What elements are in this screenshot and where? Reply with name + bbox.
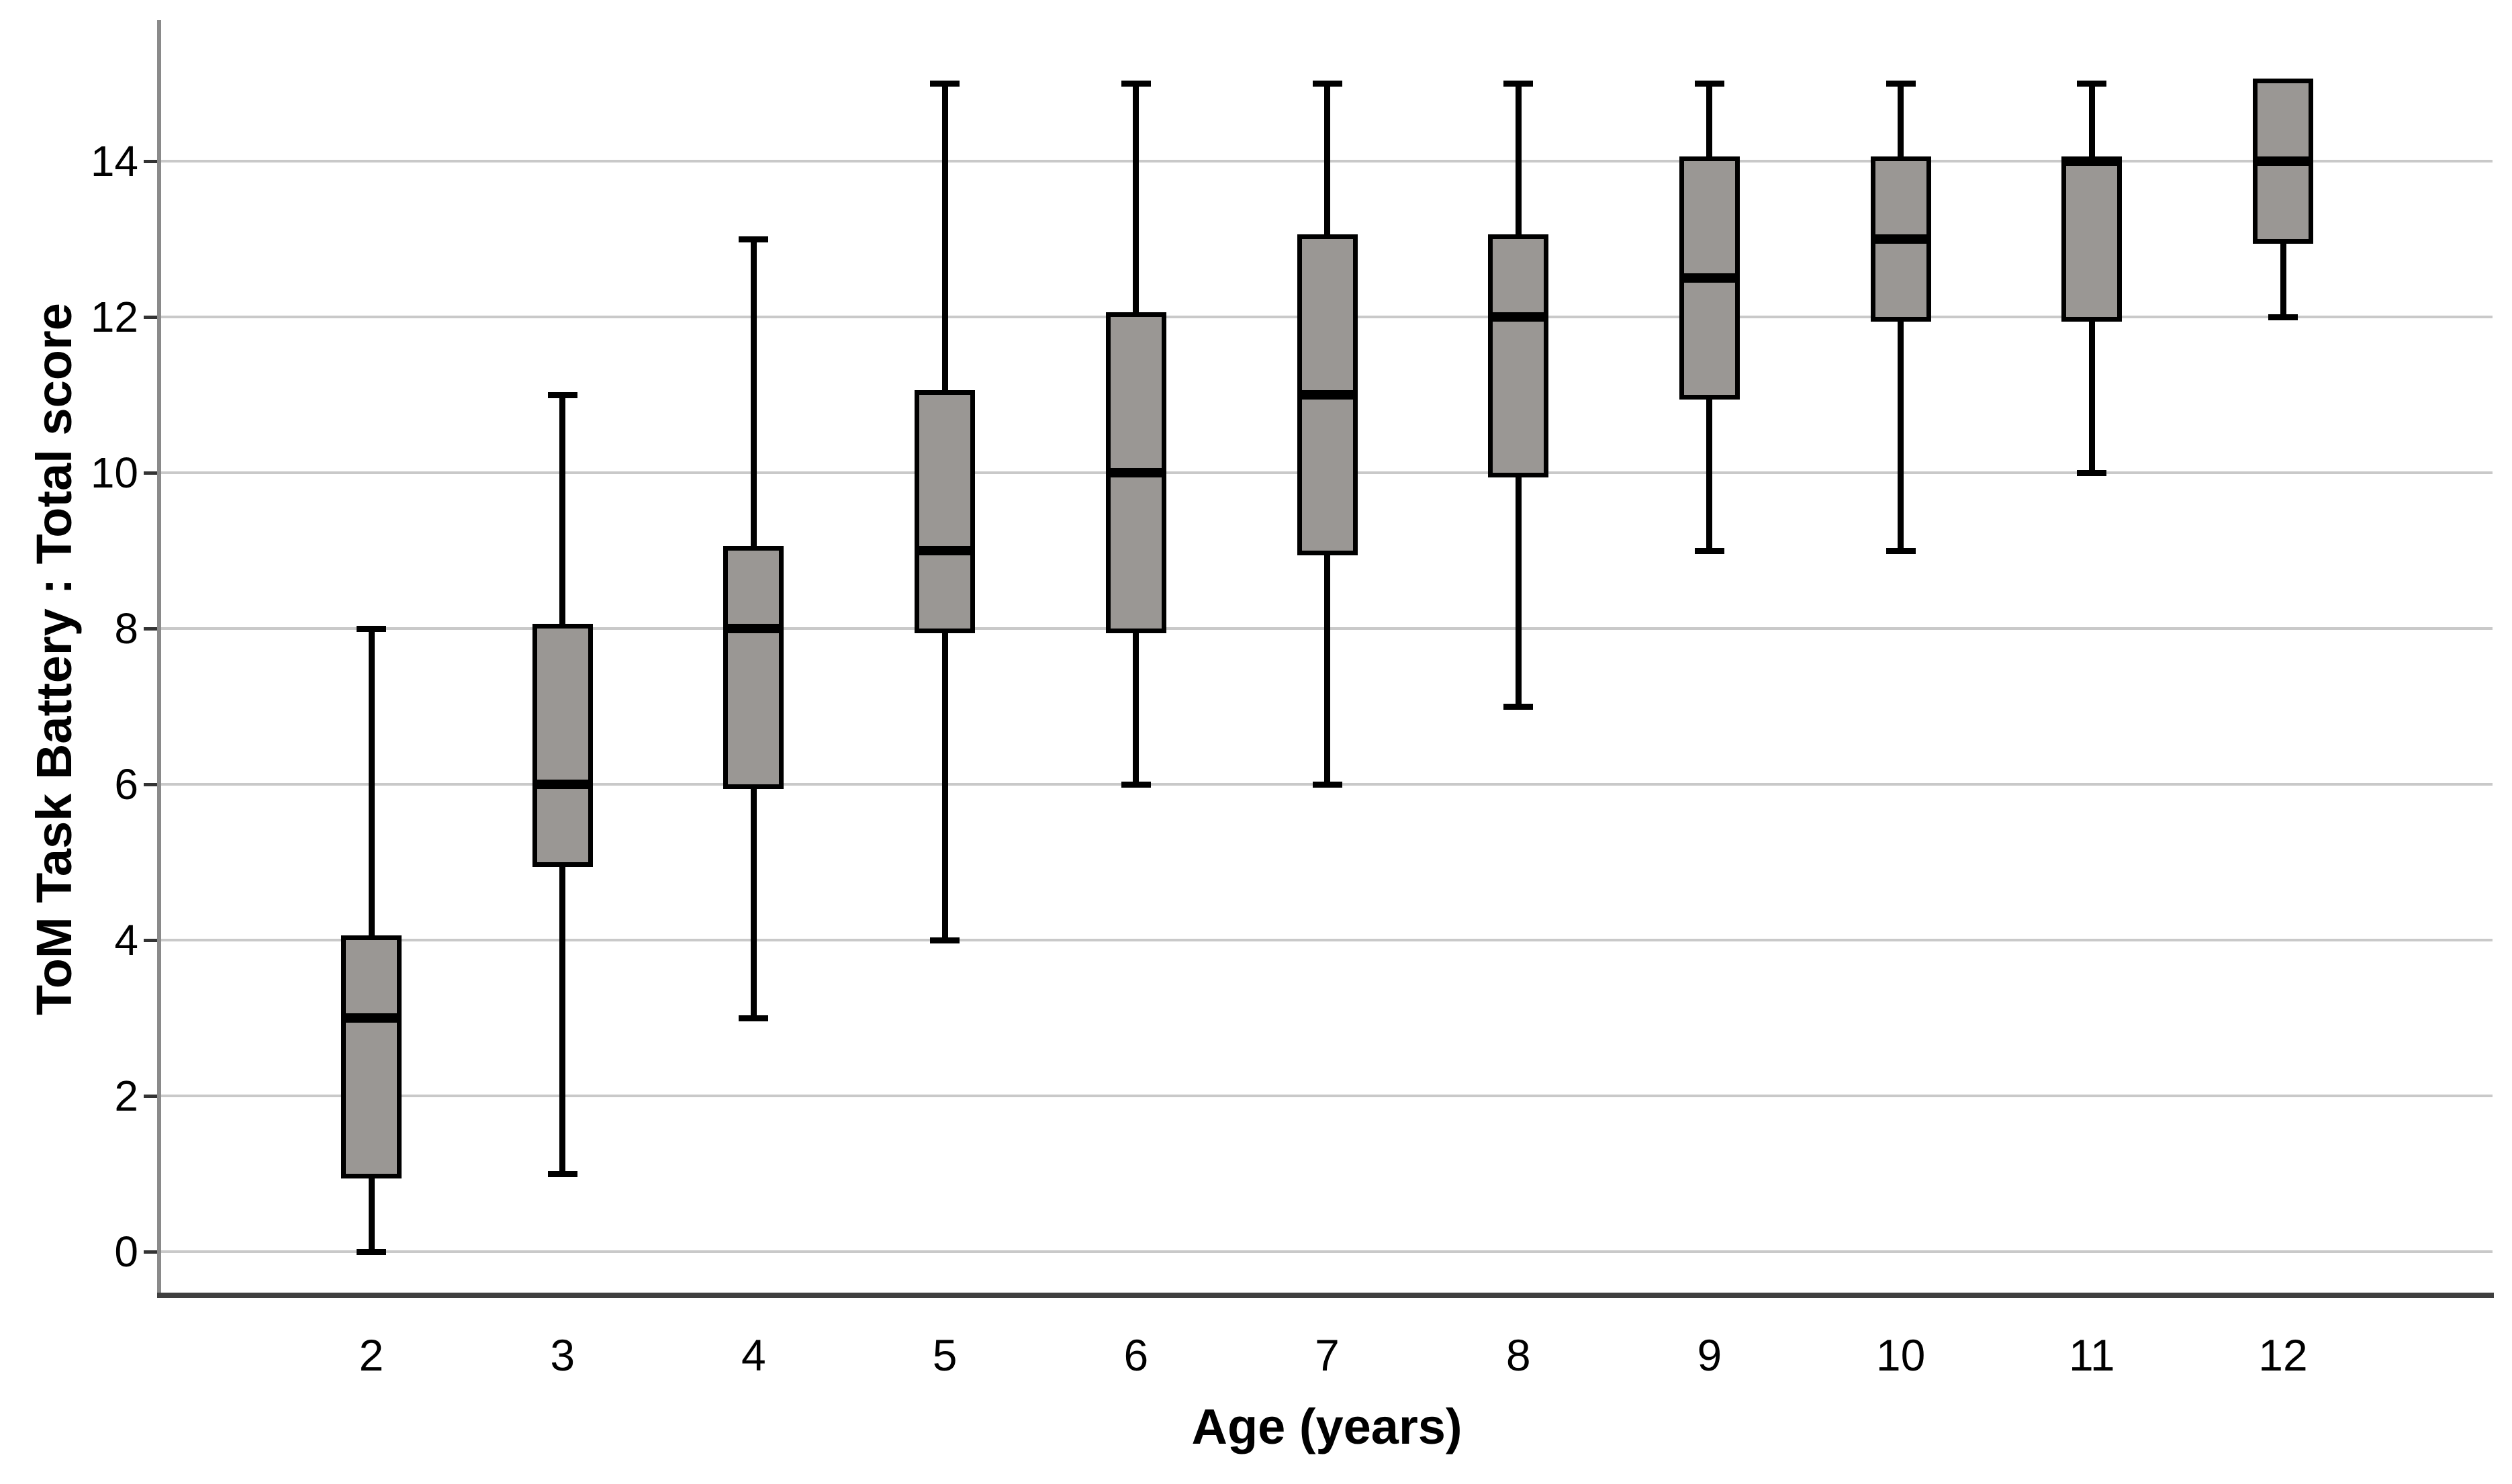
- median-line-age-10: [1870, 234, 1931, 244]
- box-age-4: [723, 546, 784, 789]
- median-line-age-9: [1679, 273, 1740, 283]
- whisker-cap-top-age-3: [547, 392, 577, 398]
- whisker-cap-bottom-age-8: [1503, 704, 1534, 710]
- whisker-cap-bottom-age-3: [547, 1171, 577, 1177]
- x-tick-label-age-11: 11: [2069, 1330, 2115, 1380]
- y-tick-label-6: 6: [114, 760, 138, 808]
- whisker-cap-bottom-age-4: [739, 1015, 769, 1021]
- x-tick-label-age-2: 2: [359, 1330, 384, 1380]
- y-tick-mark-0: [144, 1250, 161, 1254]
- median-line-age-11: [2061, 156, 2123, 166]
- y-axis-title: ToM Task Battery : Total score: [26, 303, 82, 1015]
- gridline-y-4: [161, 939, 2493, 941]
- box-age-5: [915, 390, 976, 633]
- x-tick-label-age-5: 5: [932, 1330, 958, 1380]
- x-tick-label-age-7: 7: [1315, 1330, 1340, 1380]
- median-line-age-4: [723, 624, 784, 633]
- x-tick-label-age-12: 12: [2258, 1330, 2308, 1380]
- y-tick-mark-12: [144, 316, 161, 319]
- x-tick-label-age-9: 9: [1697, 1330, 1722, 1380]
- x-axis-title: Age (years): [1191, 1399, 1462, 1454]
- y-tick-mark-2: [144, 1095, 161, 1098]
- whisker-cap-top-age-10: [1886, 81, 1916, 87]
- y-tick-mark-8: [144, 627, 161, 631]
- whisker-cap-top-age-5: [930, 81, 960, 87]
- whisker-cap-bottom-age-9: [1694, 548, 1724, 554]
- gridline-y-2: [161, 1095, 2493, 1097]
- whisker-cap-top-age-11: [2077, 81, 2107, 87]
- y-tick-label-12: 12: [90, 293, 138, 341]
- whisker-cap-top-age-4: [739, 236, 769, 242]
- box-age-11: [2061, 156, 2123, 322]
- box-age-8: [1488, 234, 1549, 477]
- median-line-age-2: [341, 1013, 402, 1023]
- whisker-cap-bottom-age-12: [2268, 314, 2298, 320]
- y-tick-mark-14: [144, 160, 161, 163]
- y-tick-label-0: 0: [114, 1227, 138, 1276]
- whisker-cap-bottom-age-6: [1121, 782, 1151, 788]
- whisker-cap-top-age-2: [357, 626, 386, 632]
- whisker-cap-bottom-age-7: [1312, 782, 1342, 788]
- median-line-age-3: [532, 780, 593, 789]
- gridline-y-0: [161, 1250, 2493, 1253]
- median-line-age-8: [1488, 312, 1549, 322]
- whisker-cap-top-age-7: [1312, 81, 1342, 87]
- x-tick-label-age-10: 10: [1875, 1330, 1926, 1380]
- y-tick-label-8: 8: [114, 604, 138, 653]
- y-tick-label-4: 4: [114, 916, 138, 964]
- y-tick-label-10: 10: [90, 449, 138, 497]
- x-tick-label-age-4: 4: [741, 1330, 766, 1380]
- y-tick-mark-10: [144, 471, 161, 475]
- x-tick-label-age-8: 8: [1505, 1330, 1531, 1380]
- median-line-age-6: [1105, 468, 1166, 477]
- y-tick-mark-6: [144, 783, 161, 786]
- y-tick-label-14: 14: [90, 137, 138, 185]
- x-tick-label-age-6: 6: [1123, 1330, 1149, 1380]
- x-axis-line: [157, 1293, 2494, 1298]
- y-axis-line: [157, 20, 161, 1298]
- box-age-2: [341, 935, 402, 1178]
- median-line-age-12: [2253, 156, 2313, 166]
- whisker-cap-top-age-6: [1121, 81, 1151, 87]
- whisker-cap-bottom-age-2: [357, 1249, 386, 1255]
- y-tick-label-2: 2: [114, 1072, 138, 1120]
- y-tick-mark-4: [144, 939, 161, 942]
- median-line-age-5: [915, 546, 976, 555]
- whisker-cap-top-age-8: [1503, 81, 1534, 87]
- whisker-cap-bottom-age-10: [1886, 548, 1916, 554]
- box-age-3: [532, 624, 593, 867]
- whisker-cap-bottom-age-5: [930, 937, 960, 943]
- whisker-cap-bottom-age-11: [2077, 470, 2107, 476]
- x-tick-label-age-3: 3: [550, 1330, 575, 1380]
- whisker-cap-top-age-9: [1694, 81, 1724, 87]
- median-line-age-7: [1297, 390, 1358, 400]
